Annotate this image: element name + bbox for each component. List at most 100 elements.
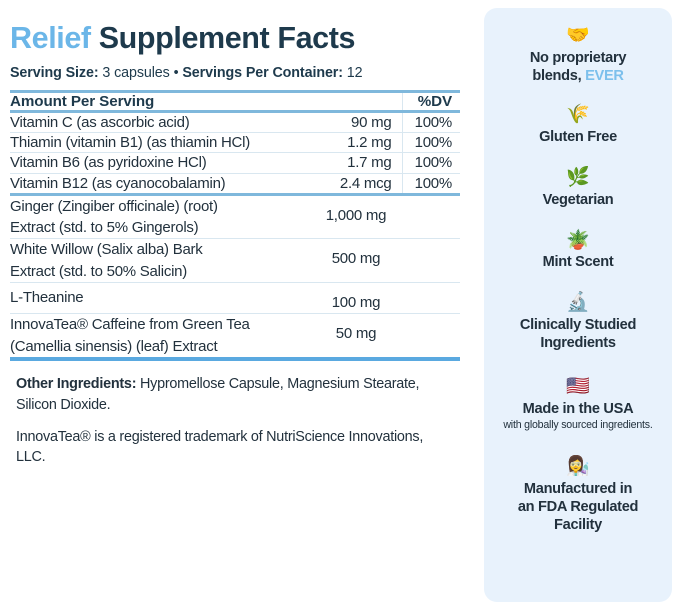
- divider-bottom: [10, 356, 460, 361]
- benefit-label: Clinically Studied Ingredients: [494, 316, 662, 352]
- table-row: Thiamin (vitamin B1) (as thiamin HCl) 1.…: [10, 133, 460, 153]
- servings-per-container-value: 12: [342, 65, 363, 82]
- serving-info: Serving Size: 3 capsules • Servings Per …: [10, 65, 460, 81]
- benefit-clinically-studied: 🔬 Clinically Studied Ingredients: [494, 291, 662, 352]
- benefit-no-proprietary-blends: 🤝 No proprietary blends, EVER: [494, 24, 662, 85]
- ingredient-dv: 100%: [401, 133, 460, 153]
- herb-leaf-icon: 🌿: [566, 166, 590, 188]
- nutrition-table: Amount Per Serving %DV: [10, 93, 460, 111]
- ingredient-dv: 100%: [401, 113, 460, 133]
- benefit-vegetarian: 🌿 Vegetarian: [494, 166, 662, 209]
- wheat-sheaf-icon: 🌾: [566, 103, 590, 125]
- title-rest: Supplement Facts: [90, 21, 356, 55]
- usa-flag-icon: 🇺🇸: [566, 376, 590, 398]
- other-ingredients-section: Other Ingredients: Hypromellose Capsule,…: [10, 374, 460, 469]
- ingredient-amount: 1.2 mg: [347, 134, 392, 152]
- ingredient-name: Vitamin B12 (as cyanocobalamin): [10, 174, 226, 192]
- benefits-panel: 🤝 No proprietary blends, EVER 🌾 Gluten F…: [484, 8, 672, 602]
- title-accent-word: Relief: [10, 21, 91, 55]
- page-title: Relief Supplement Facts: [10, 22, 460, 54]
- header-amount-per-serving: Amount Per Serving: [10, 93, 155, 111]
- supplement-facts-panel: Relief Supplement Facts Serving Size: 3 …: [10, 22, 460, 469]
- ingredient-name-line1: InnovaTea® Caffeine from Green Tea: [10, 316, 250, 334]
- ingredient-name: Ginger (Zingiber officinale) (root) Extr…: [10, 196, 310, 239]
- potted-plant-icon: 🪴: [566, 229, 590, 251]
- ingredient-name-line2: Extract (std. to 50% Salicin): [10, 262, 187, 280]
- ingredient-amount: 1.7 mg: [347, 154, 392, 172]
- benefit-label-line1: Manufactured in: [523, 481, 633, 498]
- ingredient-amount: 50 mg: [335, 325, 377, 343]
- table-row: Vitamin B6 (as pyridoxine HCl) 1.7 mg 10…: [10, 153, 460, 173]
- benefit-label-accent: EVER: [585, 67, 624, 84]
- table-header-row: Amount Per Serving %DV: [10, 93, 460, 111]
- table-row: InnovaTea® Caffeine from Green Tea (Came…: [10, 314, 460, 357]
- benefit-gluten-free: 🌾 Gluten Free: [494, 103, 662, 146]
- benefit-made-in-usa: 🇺🇸 Made in the USA with globally sourced…: [494, 375, 662, 432]
- other-ingredients-value: Hypromellose Capsule, Magnesium Stearate…: [16, 375, 420, 413]
- ingredient-amount: 100 mg: [331, 293, 381, 311]
- benefit-label-line3: Facility: [554, 517, 602, 534]
- vitamins-table: Vitamin C (as ascorbic acid) 90 mg 100% …: [10, 113, 460, 193]
- ingredient-name: L-Theanine: [10, 289, 84, 307]
- benefit-label-line2: Ingredients: [540, 335, 616, 352]
- ingredient-dv: 100%: [401, 173, 460, 193]
- table-row: White Willow (Salix alba) Bark Extract (…: [10, 239, 460, 282]
- ingredient-name: Vitamin C (as ascorbic acid): [10, 114, 190, 132]
- benefit-label: No proprietary blends, EVER: [494, 49, 662, 85]
- other-ingredients-label: Other Ingredients:: [16, 375, 137, 392]
- benefit-label-line2: blends,: [532, 67, 586, 84]
- ingredient-name-line2: Extract (std. to 5% Gingerols): [10, 219, 199, 237]
- benefit-label: Made in the USA: [522, 401, 634, 418]
- row-separator: [10, 132, 460, 134]
- ingredient-amount: 1,000 mg: [325, 206, 387, 224]
- divider-top: [10, 90, 460, 94]
- trademark-note: InnovaTea® is a registered trademark of …: [16, 428, 424, 466]
- benefit-label: Gluten Free: [539, 128, 617, 145]
- benefit-label-line1: No proprietary: [529, 49, 627, 66]
- benefit-label: Mint Scent: [542, 254, 614, 271]
- microscope-icon: 🔬: [566, 292, 590, 314]
- ingredient-name: White Willow (Salix alba) Bark Extract (…: [10, 239, 310, 282]
- benefit-fda-regulated-facility: 👩‍🔬 Manufactured in an FDA Regulated Fac…: [494, 455, 662, 534]
- handshake-icon: 🤝: [566, 25, 590, 46]
- row-separator: [10, 152, 460, 154]
- benefit-mint-scent: 🪴 Mint Scent: [494, 229, 662, 272]
- ingredient-dv-empty: [402, 239, 460, 282]
- ingredient-amount: 2.4 mcg: [339, 174, 392, 192]
- header-amount-spacer: [310, 93, 402, 110]
- row-separator: [10, 172, 460, 174]
- ingredient-name: Vitamin B6 (as pyridoxine HCl): [10, 154, 207, 172]
- ingredient-name-line1: White Willow (Salix alba) Bark: [10, 241, 203, 259]
- ingredient-amount: 90 mg: [351, 114, 392, 132]
- ingredient-name: InnovaTea® Caffeine from Green Tea (Came…: [10, 314, 310, 357]
- table-row: L-Theanine 100 mg: [10, 283, 460, 313]
- serving-size-value: 3 capsules •: [98, 65, 183, 82]
- other-ingredients-line: Other Ingredients: Hypromellose Capsule,…: [16, 374, 454, 416]
- ingredient-dv-empty: [402, 196, 460, 239]
- benefit-label-line1: Clinically Studied: [519, 317, 637, 334]
- table-row: Vitamin C (as ascorbic acid) 90 mg 100%: [10, 113, 460, 133]
- ingredient-dv-empty: [402, 314, 460, 357]
- benefit-label-line2: an FDA Regulated: [517, 499, 639, 516]
- ingredient-name: Thiamin (vitamin B1) (as thiamin HCl): [10, 134, 250, 152]
- header-percent-dv: %DV: [401, 93, 460, 111]
- servings-per-container-label: Servings Per Container:: [182, 65, 343, 82]
- divider-below-header: [10, 110, 460, 114]
- row-separator: [10, 313, 460, 315]
- ingredient-amount: 500 mg: [331, 250, 381, 268]
- ingredient-name-line1: Ginger (Zingiber officinale) (root): [10, 197, 218, 215]
- table-row: Vitamin B12 (as cyanocobalamin) 2.4 mcg …: [10, 173, 460, 193]
- benefit-label: Manufactured in an FDA Regulated Facilit…: [494, 480, 662, 534]
- ingredient-dv-empty: [402, 283, 460, 313]
- divider-below-vitamins: [10, 192, 460, 196]
- serving-size-label: Serving Size:: [10, 65, 99, 82]
- benefit-label: Vegetarian: [542, 191, 614, 208]
- botanicals-table: Ginger (Zingiber officinale) (root) Extr…: [10, 196, 460, 357]
- benefit-sublabel: with globally sourced ingredients.: [503, 419, 653, 432]
- table-row: Ginger (Zingiber officinale) (root) Extr…: [10, 196, 460, 239]
- ingredient-name-line2: (Camellia sinensis) (leaf) Extract: [10, 337, 218, 355]
- row-separator: [10, 238, 460, 240]
- ingredient-dv: 100%: [401, 153, 460, 173]
- row-separator: [10, 281, 460, 283]
